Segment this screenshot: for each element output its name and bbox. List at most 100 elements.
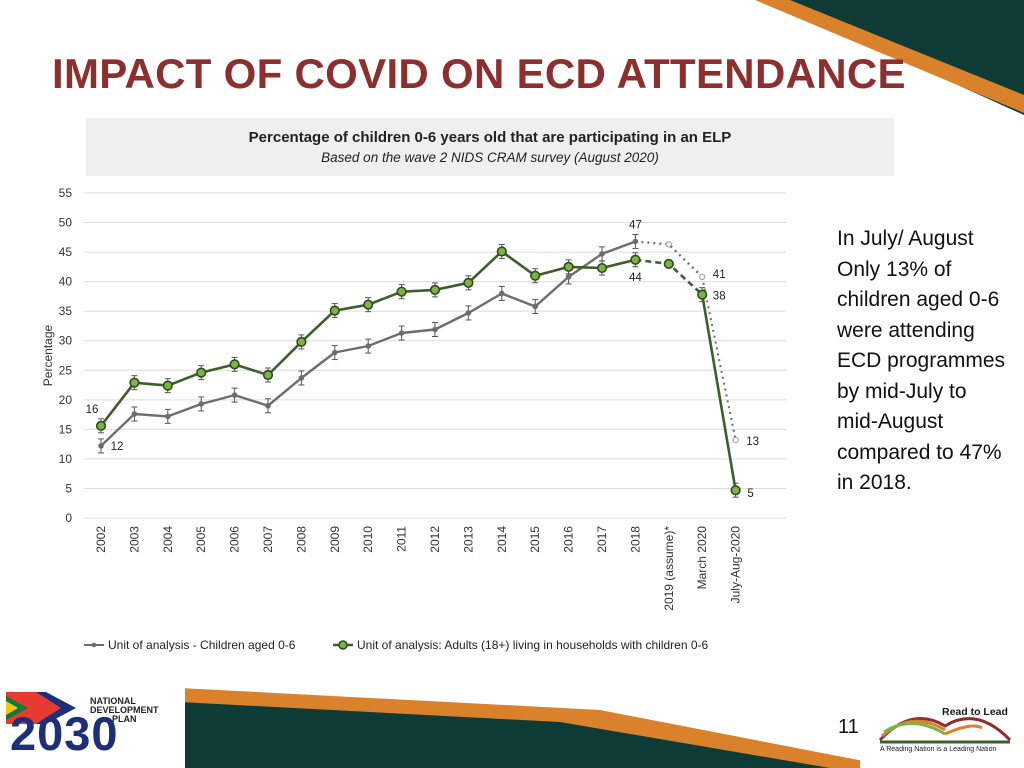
- data-point: [665, 241, 672, 248]
- data-point: [732, 436, 739, 444]
- x-tick-label: 2004: [161, 526, 175, 553]
- y-tick-label: 35: [59, 304, 73, 318]
- data-label: 44: [629, 272, 642, 284]
- data-point: [530, 270, 541, 281]
- x-tick-label: 2019 (assume)*: [662, 526, 676, 611]
- legend-marker-1: [91, 642, 97, 648]
- ndp-flag-icon: [6, 692, 76, 724]
- legend-label-1: Unit of analysis - Children aged 0-6: [108, 638, 296, 652]
- page-number: 11: [838, 716, 859, 738]
- data-point: [499, 290, 505, 297]
- summary-text: In July/ August Only 13% of children age…: [837, 227, 1006, 494]
- data-point: [432, 326, 438, 333]
- data-point: [95, 420, 107, 431]
- x-tick-label: 2015: [528, 526, 542, 553]
- read-to-lead-tagline: A Reading Nation is a Leading Nation: [880, 746, 997, 753]
- x-tick-label: 2007: [261, 526, 275, 553]
- data-point: [465, 310, 472, 316]
- ndp-line-1: NATIONAL: [90, 696, 136, 706]
- data-point: [596, 262, 608, 274]
- x-tick-label: 2002: [94, 526, 108, 553]
- data-point: [563, 261, 574, 272]
- data-point: [632, 238, 639, 245]
- ndp-line-3: PLAN: [112, 714, 137, 724]
- x-tick-label: 2018: [628, 526, 642, 553]
- data-point: [198, 401, 204, 407]
- y-tick-label: 25: [59, 363, 73, 377]
- x-tick-label: 2016: [562, 526, 576, 553]
- y-tick-label: 30: [59, 334, 73, 348]
- data-point: [329, 305, 340, 316]
- x-tick-label: 2017: [595, 526, 609, 553]
- data-label: 12: [111, 441, 124, 453]
- y-tick-label: 10: [59, 452, 73, 466]
- data-point: [229, 359, 240, 370]
- ndp-year: 2030: [10, 707, 119, 760]
- x-tick-label: March 2020: [695, 526, 709, 590]
- data-point: [262, 369, 274, 381]
- data-label: 16: [86, 404, 99, 416]
- data-point: [231, 392, 238, 398]
- series-final-2: [700, 294, 737, 491]
- data-point: [663, 258, 674, 270]
- chart-subtitle: Based on the wave 2 NIDS CRAM survey (Au…: [321, 150, 659, 165]
- data-point: [298, 375, 305, 381]
- data-label: 38: [713, 291, 726, 303]
- data-point: [98, 443, 104, 449]
- y-axis-label: Percentage: [41, 324, 55, 386]
- chart-header: Percentage of children 0-6 years old tha…: [86, 118, 894, 176]
- data-point: [398, 330, 405, 336]
- x-tick-label: 2011: [395, 526, 409, 552]
- x-tick-label: 2005: [194, 526, 208, 553]
- legend-label-2: Unit of analysis: Adults (18+) living in…: [357, 638, 709, 652]
- read-to-lead-book-icon: [878, 717, 1012, 744]
- data-point: [296, 336, 307, 348]
- x-tick-label: July-Aug-2020: [729, 526, 743, 604]
- ndp-logo-text: NATIONAL DEVELOPMENT PLAN: [90, 697, 159, 724]
- data-point: [599, 251, 605, 257]
- x-tick-label: 2010: [361, 526, 375, 553]
- x-tick-label: 2009: [328, 526, 342, 553]
- y-tick-label: 45: [59, 245, 73, 259]
- y-tick-label: 40: [59, 275, 73, 289]
- data-point: [396, 286, 407, 297]
- y-tick-label: 20: [59, 393, 73, 407]
- data-point: [196, 367, 207, 378]
- data-label: 13: [746, 436, 759, 448]
- data-point: [332, 349, 338, 356]
- data-point: [131, 411, 138, 417]
- x-tick-label: 2006: [228, 526, 242, 553]
- data-point: [730, 485, 741, 496]
- slide-title: IMPACT OF COVID ON ECD ATTENDANCE: [52, 50, 906, 97]
- data-point: [129, 377, 140, 388]
- y-tick-label: 0: [65, 511, 72, 525]
- data-point: [365, 343, 372, 349]
- data-label: 47: [629, 219, 642, 231]
- x-tick-label: 2003: [127, 526, 141, 553]
- data-point: [496, 246, 507, 257]
- data-point: [565, 274, 572, 280]
- series-final-1: [701, 276, 737, 441]
- data-label: 5: [747, 488, 753, 500]
- legend-marker-2: [338, 640, 348, 650]
- data-point: [162, 380, 173, 391]
- data-point: [630, 254, 641, 265]
- data-point: [265, 402, 271, 409]
- x-tick-label: 2008: [294, 526, 308, 553]
- x-tick-label: 2012: [428, 526, 442, 553]
- x-tick-label: 2014: [495, 526, 509, 553]
- y-tick-label: 5: [65, 481, 72, 495]
- ndp-line-2: DEVELOPMENT: [90, 705, 159, 715]
- data-point: [463, 277, 474, 288]
- data-point: [699, 273, 706, 281]
- data-point: [532, 303, 539, 310]
- y-tick-label: 55: [59, 186, 73, 200]
- chart-title: Percentage of children 0-6 years old tha…: [248, 129, 732, 146]
- y-tick-label: 15: [59, 422, 73, 436]
- data-label: 41: [713, 269, 726, 281]
- data-point: [429, 284, 441, 296]
- data-point: [165, 413, 171, 420]
- read-to-lead-title: Read to Lead: [942, 706, 1008, 718]
- y-tick-label: 50: [59, 216, 73, 230]
